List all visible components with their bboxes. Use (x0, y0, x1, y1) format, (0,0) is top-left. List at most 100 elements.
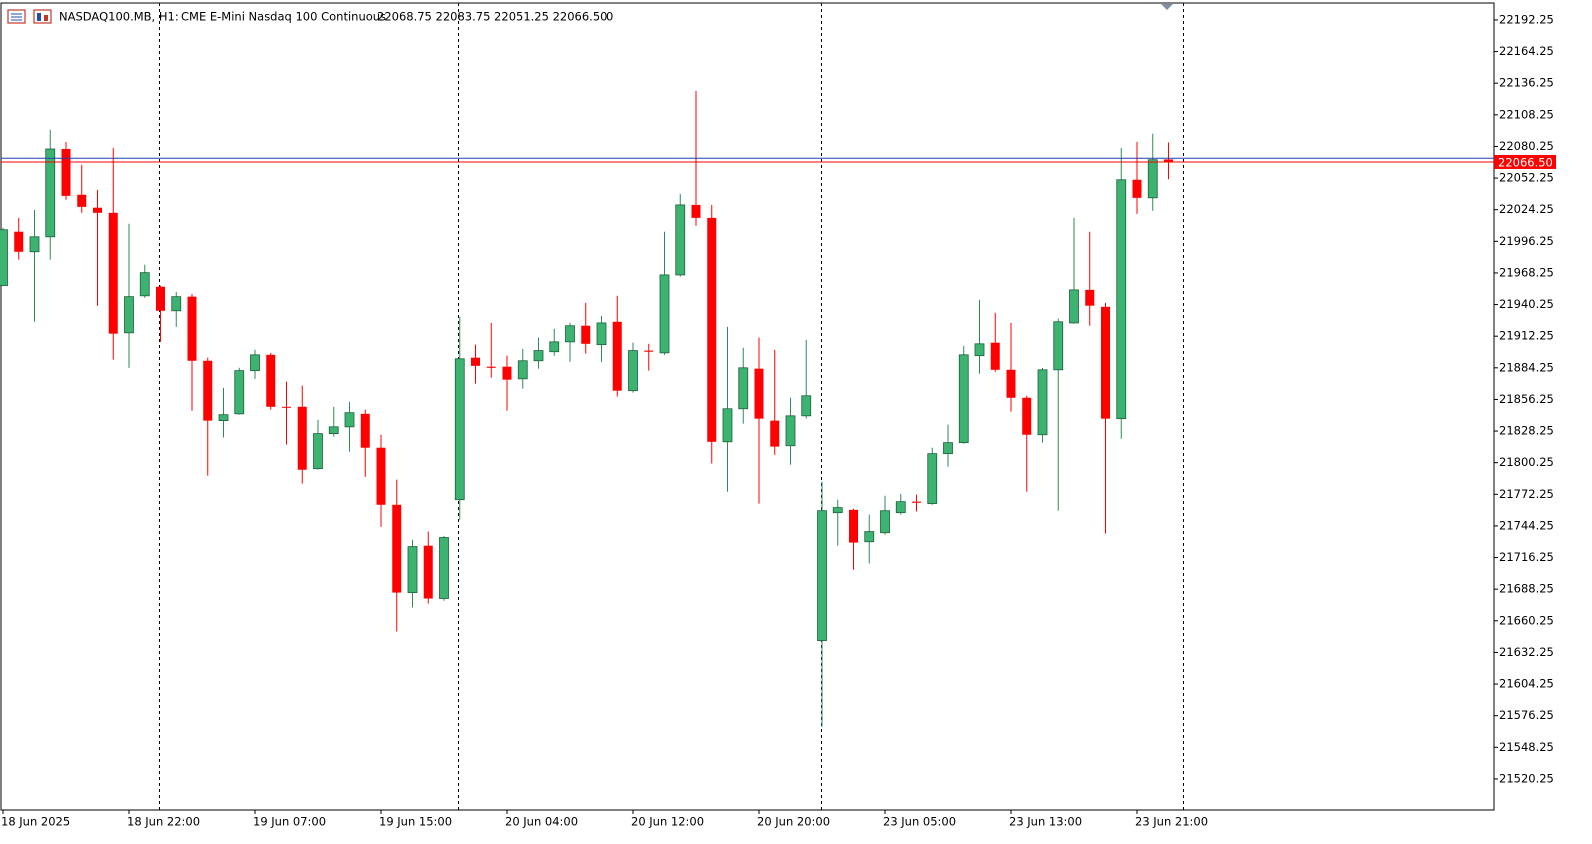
y-tick-label: 21856.25 (1499, 392, 1554, 406)
candle (565, 322, 575, 362)
header-description: CME E-Mini Nasdaq 100 Continuous (181, 10, 386, 24)
candle-body (517, 360, 528, 380)
candle-body (1147, 159, 1158, 199)
candle (1132, 141, 1142, 214)
candle-body (817, 510, 827, 641)
candle (1164, 142, 1173, 180)
candle-body (1069, 289, 1079, 324)
candle-body (454, 358, 465, 501)
bid-label: 22066.50 (1498, 155, 1553, 169)
candle (974, 299, 985, 374)
candle-body (234, 370, 245, 415)
y-tick-label: 22080.25 (1499, 139, 1554, 153)
candle (943, 424, 953, 467)
y-tick-label: 21520.25 (1499, 771, 1554, 785)
candle (203, 357, 213, 476)
candle-body (880, 510, 890, 534)
candle (171, 291, 182, 327)
candle (1116, 147, 1127, 439)
candle (754, 337, 764, 504)
candle-body (912, 501, 921, 503)
candle (423, 531, 433, 604)
candle-body (675, 204, 686, 276)
bid-tag (1494, 154, 1556, 169)
candle-body (849, 509, 858, 543)
y-tick-label: 22136.25 (1499, 76, 1554, 90)
candle-body (61, 148, 71, 196)
candle-body (722, 408, 733, 443)
candle-body (754, 368, 764, 419)
candle (1101, 302, 1110, 534)
candle-body (93, 207, 102, 213)
candle-body (502, 366, 512, 380)
y-tick-label: 21632.25 (1499, 645, 1554, 659)
candle (675, 193, 686, 277)
chart-shift-marker[interactable] (1161, 4, 1173, 10)
x-tick-label: 19 Jun 15:00 (379, 815, 452, 829)
x-tick-label: 20 Jun 20:00 (757, 815, 830, 829)
candle (108, 147, 118, 360)
y-tick-label: 21688.25 (1499, 582, 1554, 596)
candle-body (770, 420, 780, 447)
header-symbol: NASDAQ100.MB, H1: (59, 10, 179, 24)
candle-body (423, 545, 433, 599)
candle (533, 337, 544, 369)
candle (912, 494, 921, 512)
candle (990, 312, 1000, 372)
candle-body (644, 350, 654, 352)
candle-body (360, 413, 370, 448)
candle-body (1053, 321, 1064, 371)
candle-body (990, 342, 1000, 370)
candle-body (156, 286, 165, 311)
candle (895, 493, 906, 515)
y-tick-label: 22164.25 (1499, 44, 1554, 58)
candle-body (943, 442, 953, 455)
candle-body (1132, 179, 1142, 198)
y-tick-label: 22108.25 (1499, 107, 1554, 121)
y-tick-label: 21660.25 (1499, 613, 1554, 627)
candle (864, 514, 875, 564)
candle (801, 339, 812, 419)
candle-body (801, 395, 812, 417)
candle-body (282, 406, 291, 408)
candle-body (297, 406, 307, 470)
candle (45, 129, 56, 260)
candle (612, 295, 622, 397)
y-tick-label: 21800.25 (1499, 455, 1554, 469)
candle (313, 419, 323, 470)
candle-body (927, 453, 938, 505)
candle (1037, 367, 1048, 443)
candle (29, 209, 40, 322)
candle (849, 508, 858, 570)
candle (266, 352, 276, 410)
y-tick-label: 21940.25 (1499, 297, 1554, 311)
candle-body (0, 229, 8, 287)
y-tick-label: 21968.25 (1499, 265, 1554, 279)
chart-icon[interactable] (33, 9, 52, 24)
y-tick-label: 21716.25 (1499, 550, 1554, 564)
icon-bar (37, 13, 41, 21)
candle-body (14, 231, 24, 252)
y-tick-label: 21772.25 (1499, 487, 1554, 501)
candle (817, 481, 827, 727)
candle (628, 342, 638, 393)
candle (517, 348, 528, 389)
candle (93, 189, 102, 306)
candle-body (29, 236, 40, 253)
candle-body (659, 274, 670, 354)
candle-body (1116, 179, 1127, 420)
candle (77, 164, 87, 213)
candle (282, 381, 291, 445)
candle (1053, 318, 1064, 511)
candle-body (1085, 289, 1095, 306)
candle-body (1006, 369, 1016, 398)
candle (1069, 217, 1079, 324)
candle (880, 495, 890, 535)
candle (407, 539, 418, 608)
x-tick-label: 20 Jun 04:00 (505, 815, 578, 829)
candle (360, 409, 370, 477)
candle-body (407, 546, 418, 593)
candle-body (738, 367, 749, 410)
candle (344, 401, 355, 452)
y-tick-label: 21576.25 (1499, 708, 1554, 722)
